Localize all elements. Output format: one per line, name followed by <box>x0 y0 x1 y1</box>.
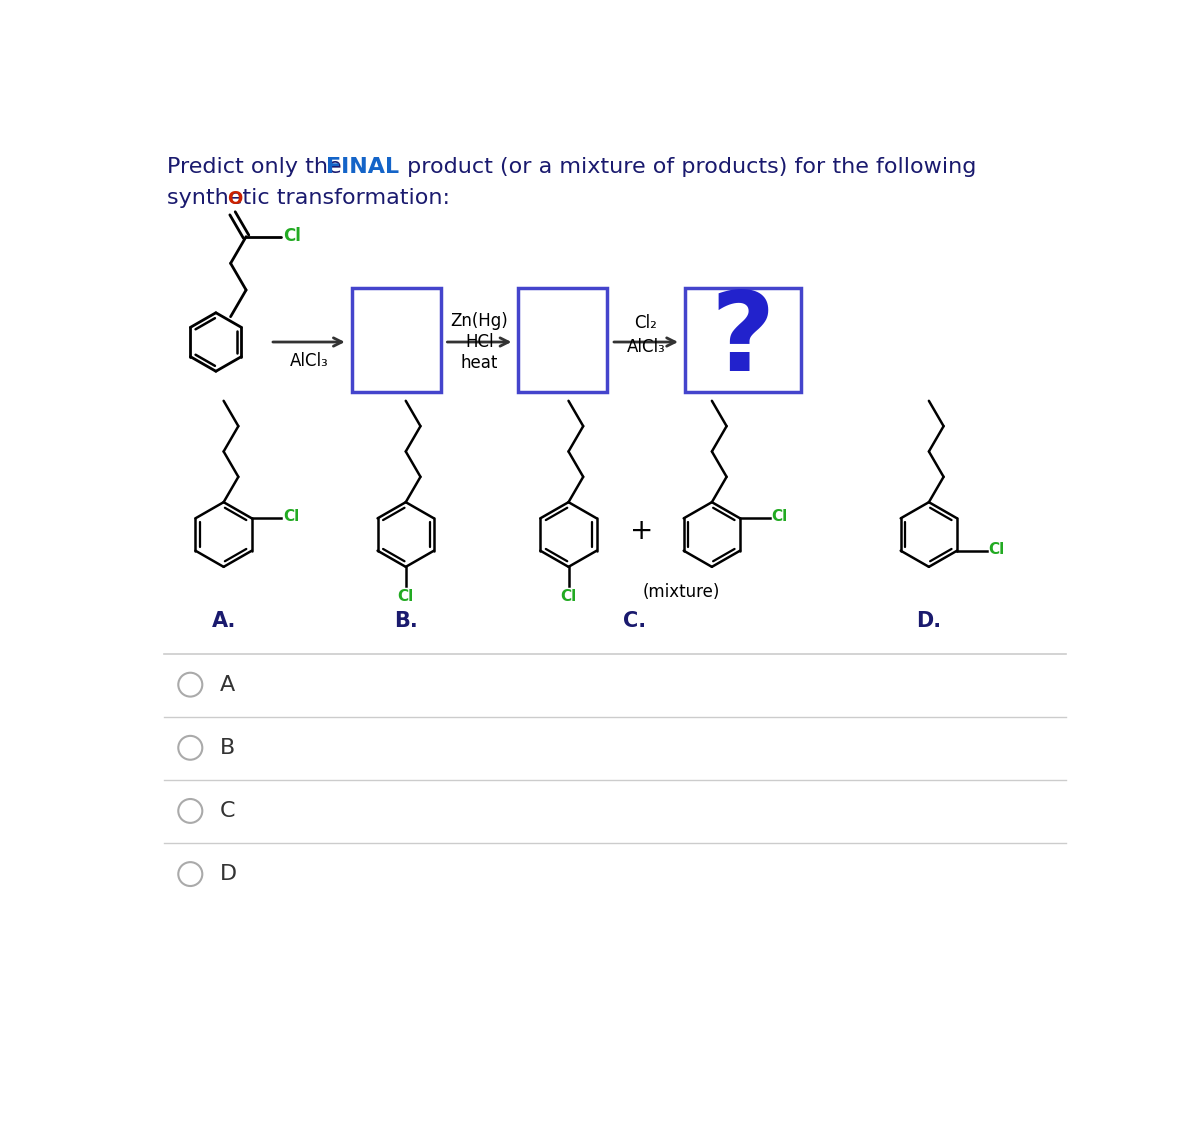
Text: HCl: HCl <box>466 333 493 351</box>
Text: D: D <box>220 864 236 885</box>
Text: Zn(Hg): Zn(Hg) <box>450 312 509 330</box>
Text: Cl: Cl <box>283 509 299 524</box>
Text: C.: C. <box>623 610 646 631</box>
Text: Cl: Cl <box>772 509 787 524</box>
Text: synthetic transformation:: synthetic transformation: <box>167 188 450 208</box>
Text: product (or a mixture of products) for the following: product (or a mixture of products) for t… <box>400 157 976 178</box>
Text: Cl: Cl <box>397 589 414 605</box>
Text: A.: A. <box>211 610 236 631</box>
Text: heat: heat <box>461 354 498 372</box>
Text: B.: B. <box>394 610 418 631</box>
Text: C: C <box>220 801 235 821</box>
Text: D.: D. <box>917 610 942 631</box>
Text: Cl: Cl <box>560 589 577 605</box>
Text: Cl: Cl <box>988 542 1004 556</box>
Text: ?: ? <box>710 287 775 395</box>
Text: Cl₂: Cl₂ <box>635 314 658 332</box>
Text: A: A <box>220 674 235 695</box>
Text: B: B <box>220 737 235 758</box>
Text: FINAL: FINAL <box>326 157 400 178</box>
Text: O: O <box>227 190 242 208</box>
Text: Cl: Cl <box>283 227 301 245</box>
Text: AlCl₃: AlCl₃ <box>289 352 329 370</box>
Text: AlCl₃: AlCl₃ <box>626 338 665 356</box>
Bar <box>352 288 440 392</box>
Bar <box>685 288 802 392</box>
Text: +: + <box>630 517 654 545</box>
Bar <box>518 288 607 392</box>
Text: Predict only the: Predict only the <box>167 157 349 178</box>
Text: (mixture): (mixture) <box>642 583 720 601</box>
